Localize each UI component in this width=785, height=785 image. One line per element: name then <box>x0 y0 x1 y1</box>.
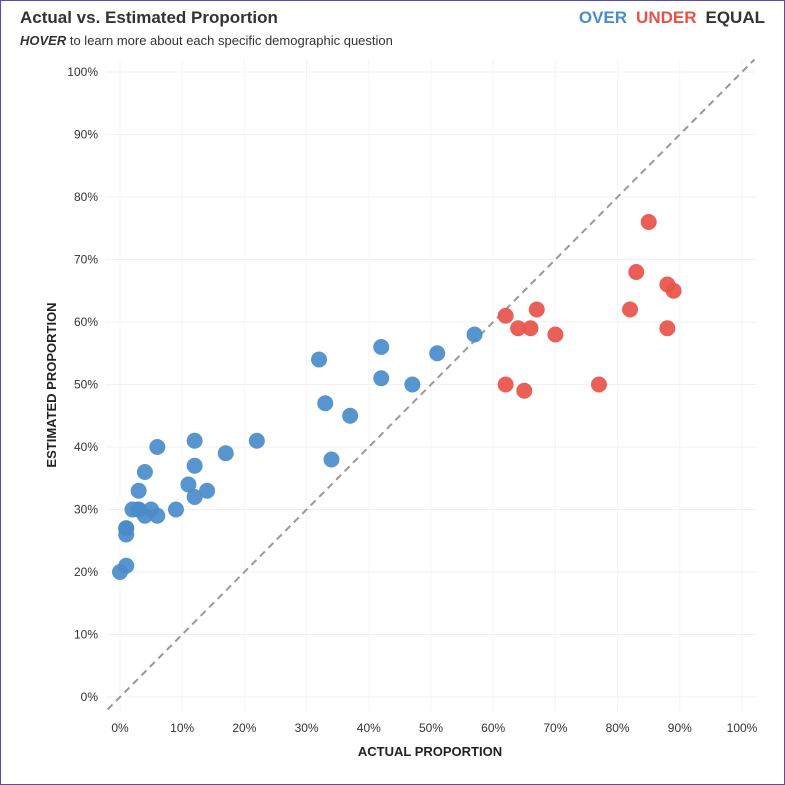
x-tick-label: 20% <box>232 721 256 735</box>
x-tick-label: 60% <box>481 721 505 735</box>
data-point-under[interactable] <box>665 282 682 299</box>
data-point-over[interactable] <box>317 395 334 412</box>
data-point-under[interactable] <box>547 326 564 343</box>
data-point-over[interactable] <box>429 345 446 362</box>
data-point-under[interactable] <box>590 376 607 393</box>
x-tick-label: 50% <box>419 721 443 735</box>
data-point-over[interactable] <box>186 457 203 474</box>
y-tick-label: 40% <box>74 440 98 454</box>
y-axis-ticks: 0% 10% 20% 30% 40% 50% 60% 70% 80% 90% 100% <box>67 65 98 704</box>
x-tick-label: 40% <box>357 721 381 735</box>
data-point-under[interactable] <box>622 301 639 318</box>
data-point-under[interactable] <box>659 320 676 337</box>
chart-subtitle: HOVER to learn more about each specific … <box>20 33 393 48</box>
data-point-over[interactable] <box>149 439 166 455</box>
data-point-under[interactable] <box>497 307 514 324</box>
data-point-over[interactable] <box>466 326 483 343</box>
data-point-under[interactable] <box>522 320 539 337</box>
subtitle-text: to learn more about each specific demogr… <box>66 33 393 48</box>
data-point-over[interactable] <box>118 557 135 574</box>
legend-under[interactable]: UNDER <box>636 8 697 27</box>
x-tick-label: 100% <box>727 721 758 735</box>
y-tick-label: 10% <box>74 628 98 642</box>
gridlines <box>106 60 756 712</box>
data-point-over[interactable] <box>199 482 216 499</box>
y-tick-label: 100% <box>67 65 98 79</box>
data-point-under[interactable] <box>640 214 657 230</box>
data-point-over[interactable] <box>342 407 359 424</box>
data-point-under[interactable] <box>628 264 645 280</box>
subtitle-emphasis: HOVER <box>20 33 67 48</box>
data-point-over[interactable] <box>167 501 184 518</box>
data-point-over[interactable] <box>373 370 390 387</box>
x-tick-label: 70% <box>543 721 567 735</box>
equal-reference-line <box>106 58 756 711</box>
data-point-over[interactable] <box>136 464 153 480</box>
data-point-over[interactable] <box>186 432 203 449</box>
data-point-over[interactable] <box>186 489 203 505</box>
y-tick-label: 70% <box>74 253 98 267</box>
legend: OVER UNDER EQUAL <box>579 8 765 28</box>
data-point-under[interactable] <box>497 376 514 393</box>
x-tick-label: 0% <box>111 721 129 735</box>
data-point-under[interactable] <box>528 301 545 318</box>
y-tick-label: 0% <box>81 690 99 704</box>
data-point-over[interactable] <box>248 432 265 449</box>
legend-equal[interactable]: EQUAL <box>705 8 766 27</box>
x-tick-label: 30% <box>295 721 319 735</box>
data-point-under[interactable] <box>516 382 533 399</box>
data-point-over[interactable] <box>323 451 340 468</box>
y-axis-title: ESTIMATED PROPORTION <box>44 302 59 467</box>
chart-title: Actual vs. Estimated Proportion <box>20 8 278 27</box>
data-points <box>112 214 682 580</box>
x-tick-label: 10% <box>170 721 194 735</box>
x-tick-label: 90% <box>668 721 692 735</box>
y-tick-label: 90% <box>74 128 98 142</box>
data-point-over[interactable] <box>180 476 197 493</box>
y-tick-label: 60% <box>74 315 98 329</box>
legend-over[interactable]: OVER <box>578 8 628 27</box>
data-point-over[interactable] <box>217 445 234 462</box>
x-axis-ticks: 0% 10% 20% 30% 40% 50% 60% 70% 80% 90% 100% <box>111 721 757 735</box>
chart-header: Actual vs. Estimated Proportion HOVER to… <box>20 6 765 54</box>
y-tick-label: 80% <box>74 190 98 204</box>
data-point-over[interactable] <box>130 482 147 499</box>
data-point-over[interactable] <box>149 507 166 524</box>
y-tick-label: 20% <box>74 565 98 579</box>
x-axis-title: ACTUAL PROPORTION <box>358 744 502 759</box>
x-tick-label: 80% <box>606 721 630 735</box>
data-point-under[interactable] <box>510 320 527 337</box>
data-point-over[interactable] <box>404 376 421 393</box>
y-tick-label: 50% <box>74 378 98 392</box>
data-point-over[interactable] <box>373 339 390 355</box>
y-tick-label: 30% <box>74 503 98 517</box>
data-point-over[interactable] <box>118 520 135 537</box>
data-point-over[interactable] <box>311 351 328 368</box>
